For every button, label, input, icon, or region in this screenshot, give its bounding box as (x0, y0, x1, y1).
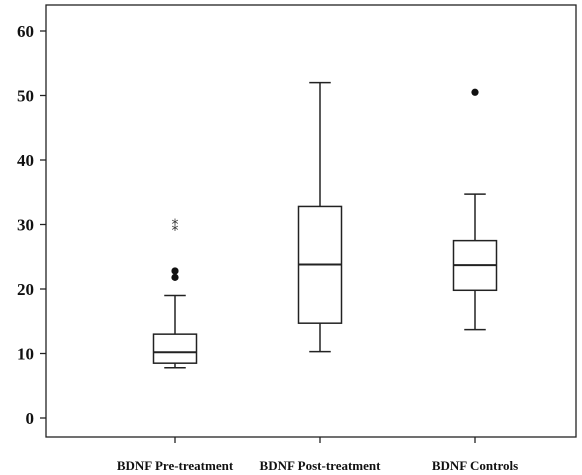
outlier-point (171, 273, 179, 281)
x-category-label: BDNF Controls (432, 458, 518, 473)
box-group-1: ** (152, 217, 198, 369)
box-group-3 (452, 88, 498, 331)
y-tick-label: 20 (17, 280, 34, 299)
x-axis: BDNF Pre-treatment BDNF Post-treatment BDN… (117, 437, 518, 473)
plot-frame (45, 4, 577, 438)
y-axis: 0 10 20 30 40 50 60 (17, 22, 46, 428)
extreme-point: * (172, 217, 179, 233)
x-category-label: BDNF Post-treatment (260, 458, 382, 473)
outlier-point (171, 267, 179, 275)
y-tick-label: 0 (26, 409, 35, 428)
y-tick-label: 60 (17, 22, 34, 41)
y-tick-label: 10 (17, 345, 34, 364)
iqr-box (152, 333, 198, 364)
y-tick-label: 50 (17, 87, 34, 106)
y-tick-label: 40 (17, 151, 34, 170)
outlier-point (471, 88, 479, 96)
box-series: ** (152, 81, 498, 369)
x-category-label: BDNF Pre-treatment (117, 458, 234, 473)
plot-area-border (45, 4, 577, 438)
extreme-point: * (172, 223, 179, 239)
y-tick-label: 30 (17, 216, 34, 235)
box-group-2 (297, 81, 343, 353)
